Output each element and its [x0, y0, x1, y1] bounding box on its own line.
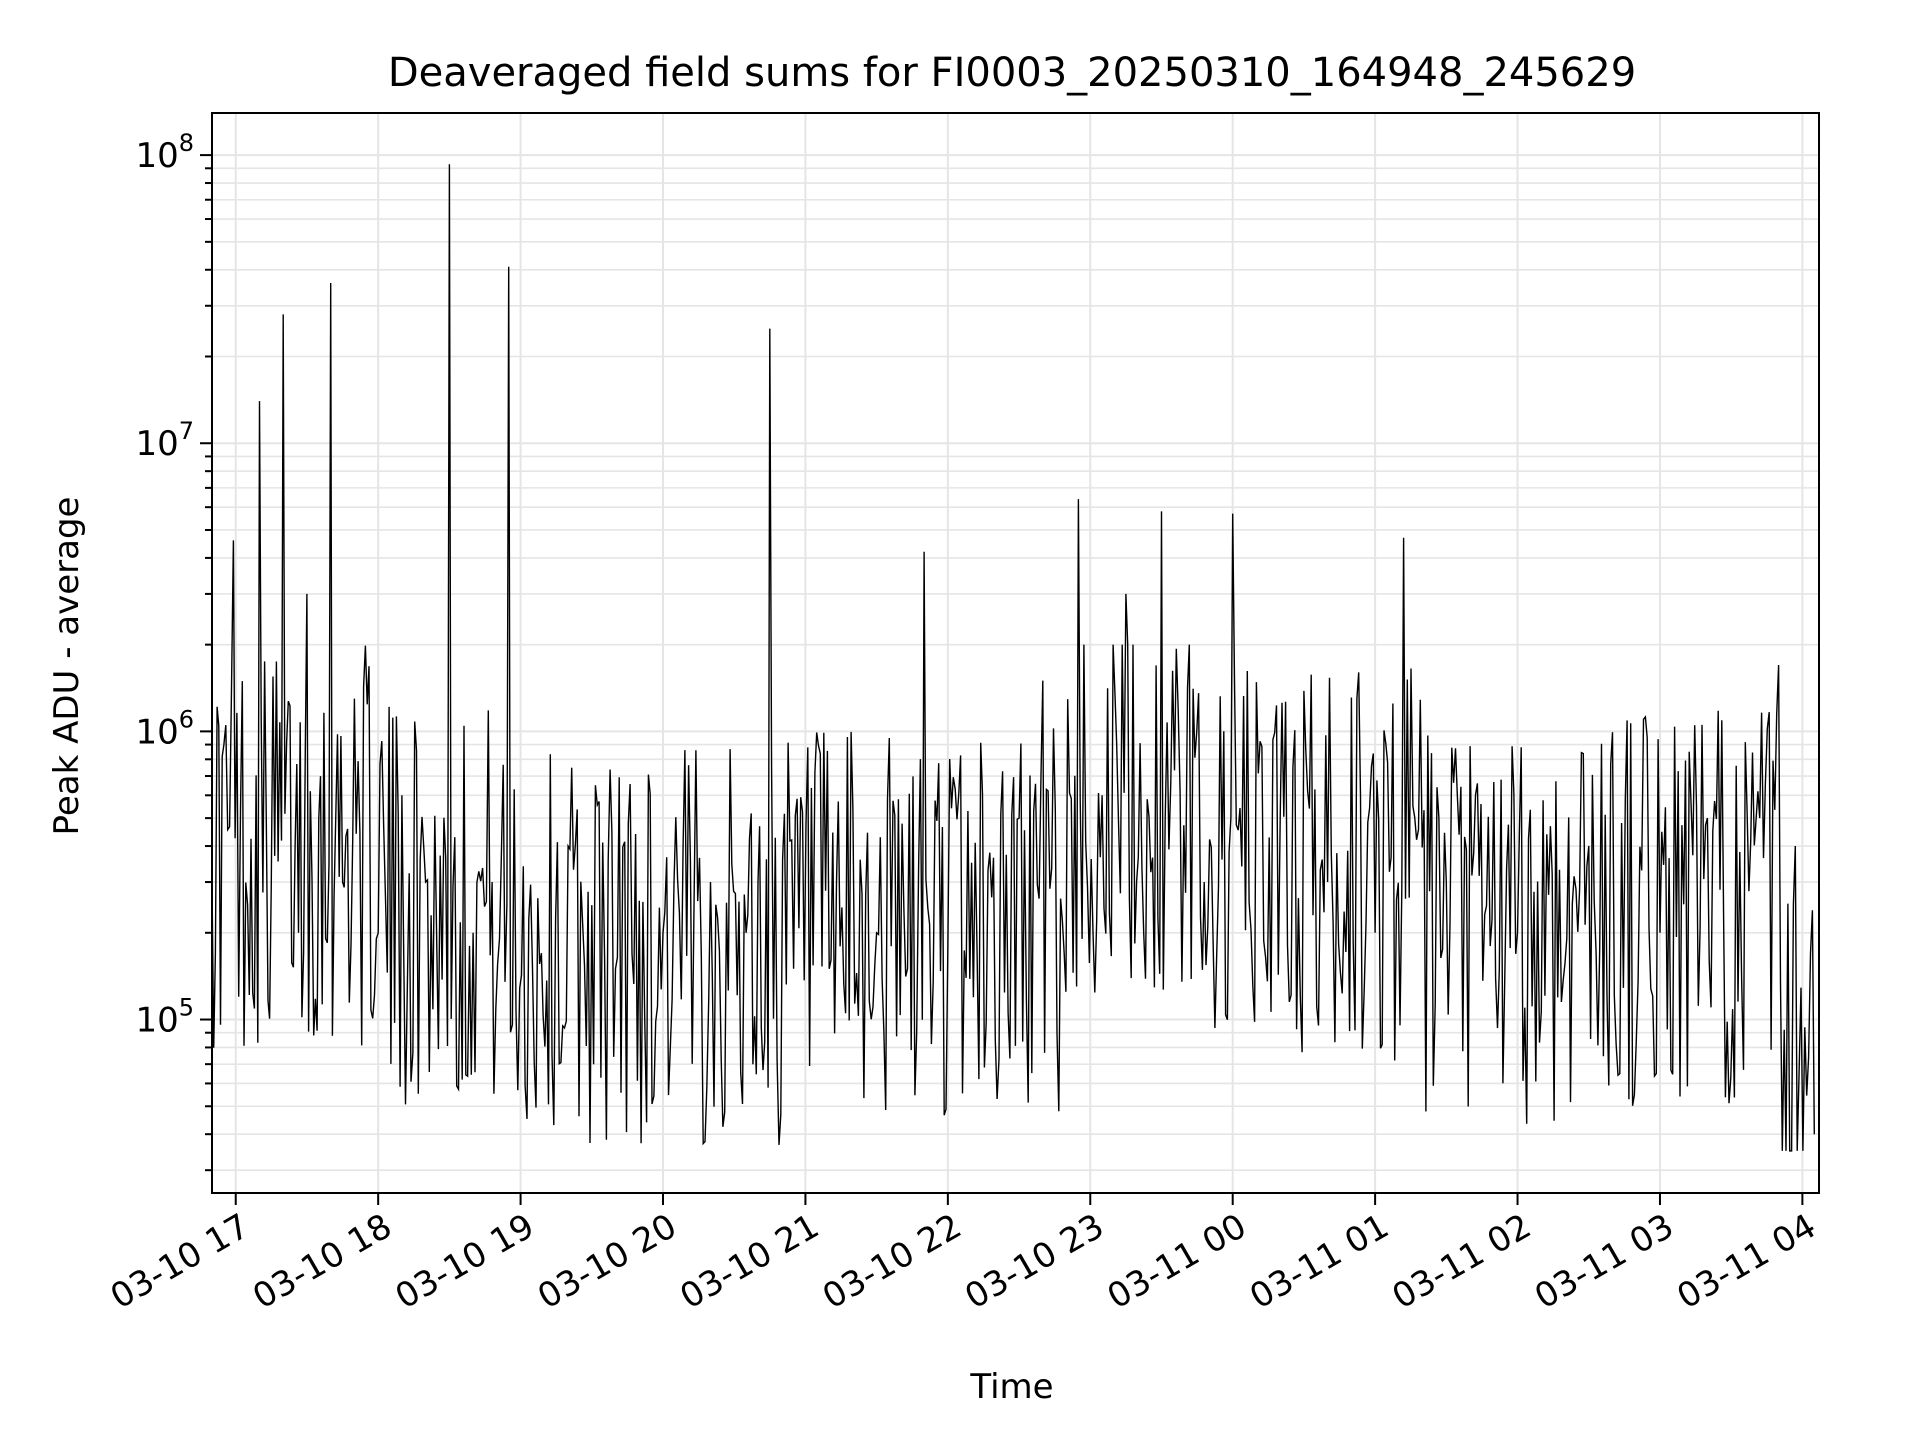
- y-tick-label: 106: [135, 705, 194, 752]
- chart-title: Deaveraged field sums for FI0003_2025031…: [388, 50, 1636, 96]
- x-axis-label: Time: [969, 1367, 1053, 1407]
- y-tick-label: 108: [135, 129, 194, 176]
- y-axis-label: Peak ADU - average: [47, 497, 87, 836]
- y-tick-label: 105: [135, 994, 194, 1041]
- series-line: [211, 164, 1815, 1152]
- grid: [212, 113, 1819, 1193]
- y-axis: 105 106 107 108: [135, 129, 212, 1172]
- plot-frame: [211, 112, 1820, 1194]
- series-path: [211, 164, 1815, 1152]
- y-tick-label: 107: [135, 417, 194, 464]
